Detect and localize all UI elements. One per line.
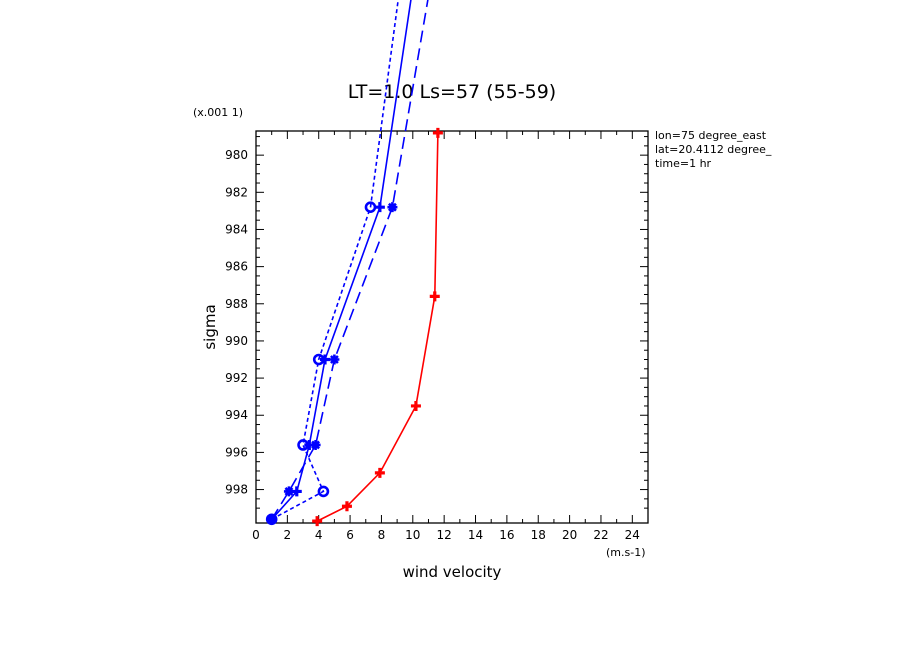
x-tick-label: 24	[625, 528, 640, 542]
x-tick-label: 20	[562, 528, 577, 542]
x-axis: 0 2 4 6 8 10 12 14 16 18 20 22 24	[252, 131, 649, 542]
y-tick-label: 990	[225, 334, 248, 348]
x-tick-label: 8	[378, 528, 386, 542]
data-point	[297, 439, 309, 451]
data-point	[410, 400, 421, 411]
series-line	[316, 132, 439, 522]
data-point	[312, 516, 323, 527]
x-tick-label: 18	[531, 528, 546, 542]
data-point	[265, 513, 278, 526]
data-point	[266, 514, 277, 525]
plot-frame	[255, 130, 649, 524]
data-point	[364, 201, 377, 213]
data-point	[329, 354, 340, 365]
info-lat: lat=20.4112 degree_	[655, 143, 772, 156]
x-tick-label: 6	[346, 528, 354, 542]
y-tick-label: 982	[225, 185, 248, 199]
data-point	[374, 467, 385, 478]
data-point	[317, 485, 330, 498]
data-point	[319, 354, 330, 365]
y-tick-label: 986	[225, 260, 248, 274]
info-lon: lon=75 degree_east	[655, 129, 767, 142]
data-point	[312, 353, 325, 366]
series-2	[266, 0, 412, 525]
y-axis: 980 982 984 986 988 990 992 994 996 998	[225, 136, 648, 509]
data-point	[283, 486, 294, 497]
x-unit-label: (m.s-1)	[606, 546, 646, 559]
data-point	[429, 291, 440, 302]
y-tick-label: 994	[225, 408, 248, 422]
data-point	[341, 501, 352, 512]
data-point	[387, 202, 398, 213]
x-tick-label: 0	[252, 528, 260, 542]
y-axis-label: sigma	[201, 304, 219, 349]
x-tick-label: 2	[284, 528, 292, 542]
data-point	[310, 439, 321, 450]
x-axis-label: wind velocity	[403, 563, 502, 581]
data-point	[432, 127, 443, 138]
series-layer	[265, 0, 443, 527]
y-tick-label: 988	[225, 297, 248, 311]
x-tick-label: 12	[437, 528, 452, 542]
x-tick-label: 14	[468, 528, 483, 542]
x-tick-label: 4	[315, 528, 323, 542]
data-point	[374, 202, 385, 213]
chart-title: LT=1.0 Ls=57 (55-59)	[348, 81, 556, 103]
x-tick-label: 10	[405, 528, 420, 542]
x-tick-label: 16	[499, 528, 514, 542]
series-3	[266, 0, 429, 525]
y-scale-note: (x.001 1)	[193, 106, 243, 119]
info-time: time=1 hr	[655, 157, 712, 170]
info-block: lon=75 degree_east lat=20.4112 degree_ t…	[655, 129, 772, 170]
y-tick-label: 998	[225, 483, 248, 497]
series-1	[312, 127, 443, 527]
series-line	[271, 0, 399, 521]
y-tick-label: 992	[225, 371, 248, 385]
series-line	[271, 0, 412, 520]
y-tick-label: 996	[225, 445, 248, 459]
x-tick-label: 22	[593, 528, 608, 542]
series-4	[265, 0, 399, 526]
series-line	[271, 0, 429, 520]
y-tick-label: 984	[225, 222, 248, 236]
y-tick-label: 980	[225, 148, 248, 162]
